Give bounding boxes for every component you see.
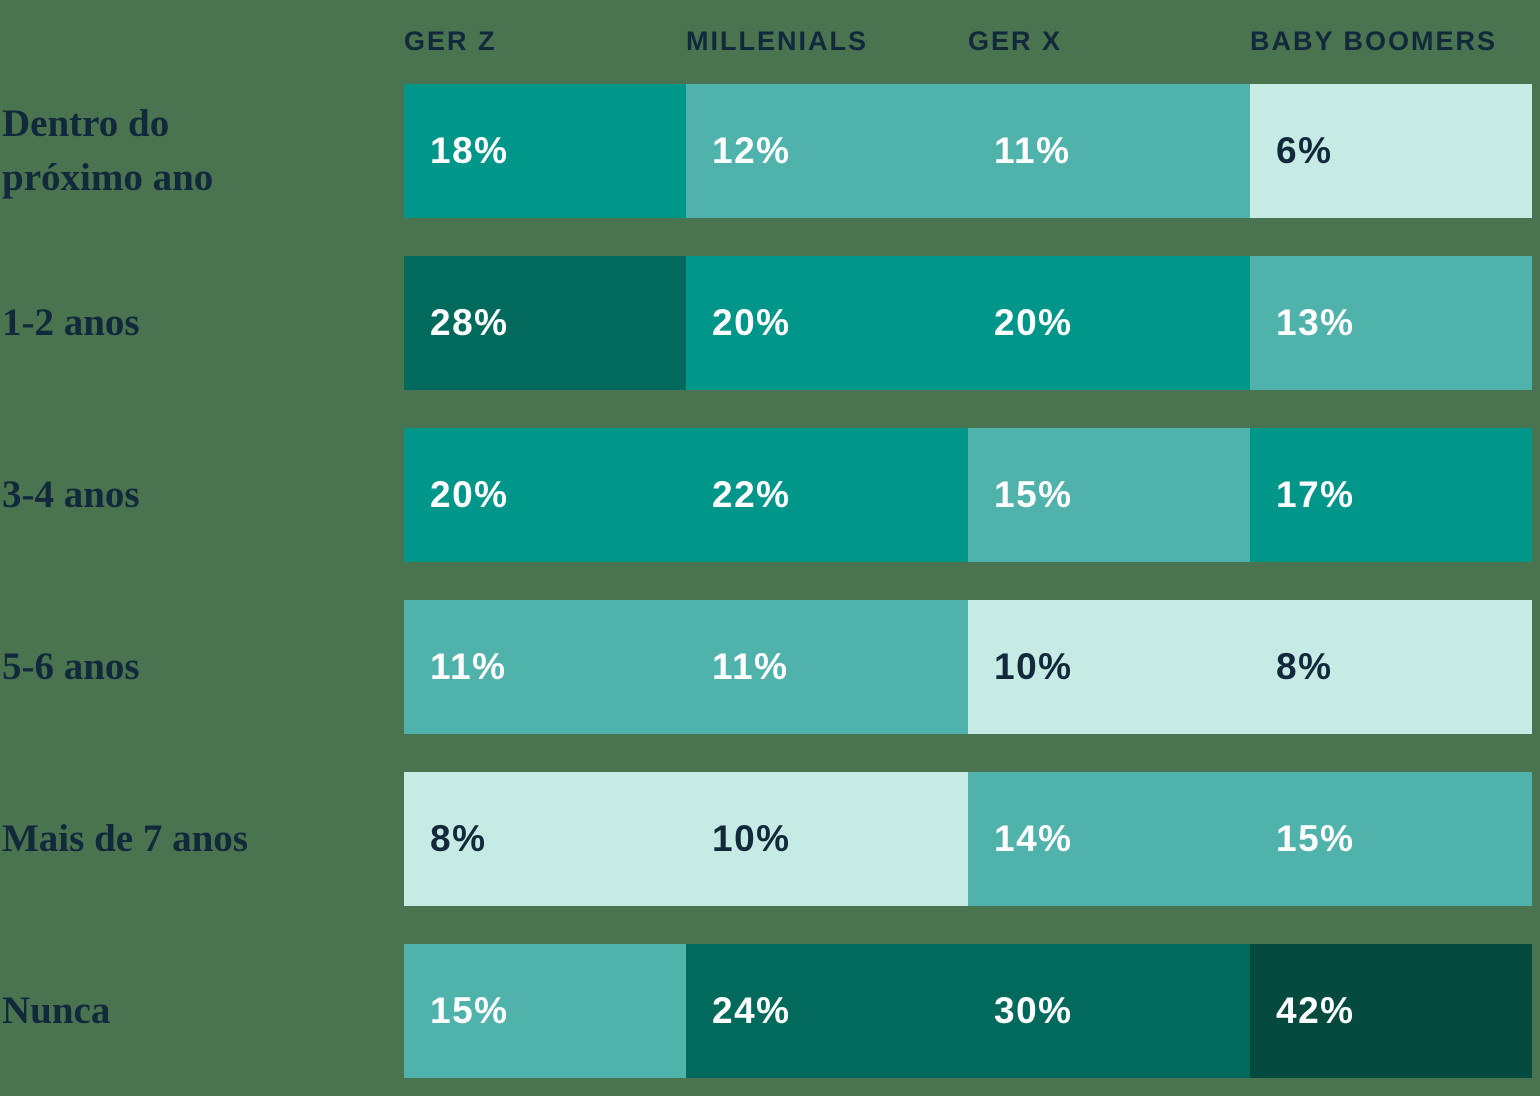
heatmap-cell: 11% <box>968 84 1250 218</box>
heatmap-cell: 20% <box>686 256 968 390</box>
row-label-dentro-do-proximo-ano: Dentro do próximo ano <box>2 102 214 199</box>
heatmap-cell: 14% <box>968 772 1250 906</box>
heatmap-cell: 10% <box>968 600 1250 734</box>
header-spacer <box>0 26 404 57</box>
row-label-mais-de-7-anos: Mais de 7 anos <box>2 817 248 861</box>
row-label-nunca: Nunca <box>2 989 111 1033</box>
column-header-baby-boomers: BABY BOOMERS <box>1250 26 1498 56</box>
heatmap-cell: 22% <box>686 428 968 562</box>
heatmap-cell: 30% <box>968 944 1250 1078</box>
heatmap-cell: 24% <box>686 944 968 1078</box>
heatmap-cell: 20% <box>968 256 1250 390</box>
row-label-1-2-anos: 1-2 anos <box>2 301 140 345</box>
heatmap-cell: 8% <box>1250 600 1532 734</box>
heatmap-cell: 11% <box>404 600 686 734</box>
heatmap-cell: 6% <box>1250 84 1532 218</box>
heatmap-body: Dentro do próximo ano 18% 12% 11% 6% 1-2… <box>0 84 1532 1078</box>
row-label-3-4-anos: 3-4 anos <box>2 473 140 517</box>
heatmap-cell: 20% <box>404 428 686 562</box>
column-header-ger-z: GER Z <box>404 26 497 56</box>
heatmap-cell: 17% <box>1250 428 1532 562</box>
heatmap-cell: 28% <box>404 256 686 390</box>
heatmap-cell: 10% <box>686 772 968 906</box>
heatmap-cell: 15% <box>1250 772 1532 906</box>
row-label-5-6-anos: 5-6 anos <box>2 645 140 689</box>
heatmap-cell: 13% <box>1250 256 1532 390</box>
column-headers: GER Z MILLENIALS GER X BABY BOOMERS <box>0 26 1532 57</box>
heatmap-cell: 18% <box>404 84 686 218</box>
column-header-millenials: MILLENIALS <box>686 26 868 56</box>
heatmap-cell: 15% <box>968 428 1250 562</box>
heatmap-cell: 8% <box>404 772 686 906</box>
heatmap-cell: 42% <box>1250 944 1532 1078</box>
heatmap-cell: 12% <box>686 84 968 218</box>
column-header-ger-x: GER X <box>968 26 1063 56</box>
heatmap-cell: 11% <box>686 600 968 734</box>
heatmap-cell: 15% <box>404 944 686 1078</box>
